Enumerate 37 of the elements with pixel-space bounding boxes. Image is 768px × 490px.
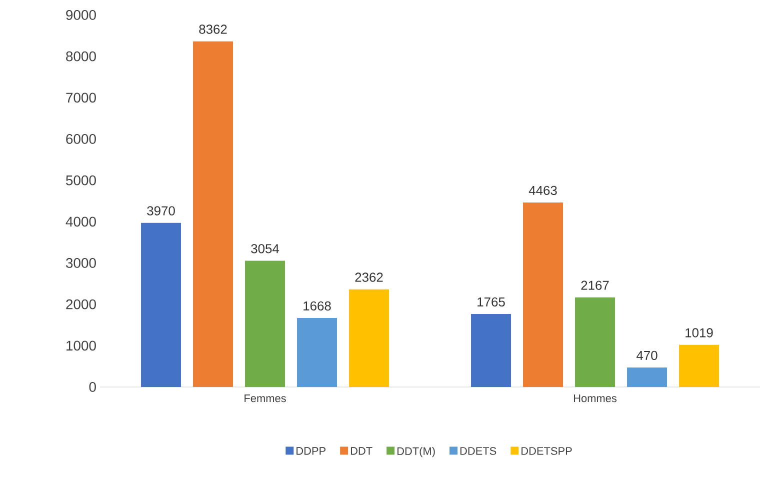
data-label: 470 (636, 350, 658, 360)
y-tick-label: 0 (89, 382, 96, 392)
legend-label: DDETSPP (522, 447, 572, 455)
y-tick-label: 1000 (66, 340, 96, 351)
x-tick-label: Hommes (574, 394, 617, 402)
data-label: 1765 (478, 297, 505, 307)
y-tick-label: 8000 (66, 51, 96, 62)
bar (141, 222, 182, 387)
data-label: 2362 (355, 272, 383, 282)
bar (297, 318, 338, 387)
data-label: 3970 (147, 206, 175, 216)
bar (471, 314, 512, 387)
bar (679, 344, 720, 387)
data-label: 8362 (199, 24, 227, 34)
data-label: 1668 (304, 301, 331, 311)
legend-label: DDT (350, 447, 372, 455)
y-tick-label: 7000 (66, 92, 96, 103)
y-tick-label: 6000 (66, 134, 96, 144)
bar (193, 41, 234, 387)
y-tick-label: 5000 (66, 175, 96, 186)
y-tick-label: 4000 (66, 216, 96, 227)
legend-label: DDPP (296, 447, 326, 455)
bar (627, 368, 668, 387)
data-label: 3054 (251, 244, 280, 254)
legend-label: DDETS (460, 447, 496, 455)
data-label: 1019 (686, 328, 713, 338)
data-label: 4463 (528, 186, 557, 195)
y-tick-label: 3000 (66, 258, 96, 268)
bar (523, 202, 564, 387)
y-tick-label: 9000 (66, 10, 96, 20)
data-label: 2167 (581, 280, 609, 290)
bar (349, 289, 390, 387)
bar (575, 297, 616, 387)
bar (245, 260, 286, 387)
legend-label: DDT(M) (397, 446, 435, 458)
y-tick-label: 2000 (66, 299, 96, 310)
x-tick-label: Femmes (244, 394, 286, 402)
